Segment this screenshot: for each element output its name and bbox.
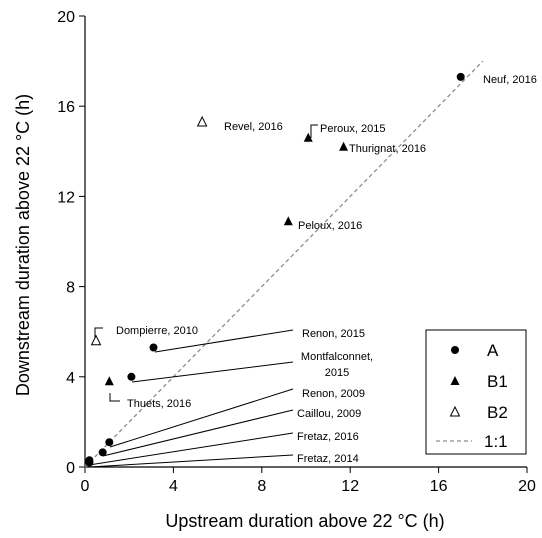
legend-marker-a <box>451 346 459 354</box>
y-tick-label: 12 <box>57 189 75 206</box>
data-label: Peloux, 2016 <box>298 220 362 232</box>
data-points <box>85 72 465 467</box>
label-leader-line <box>131 361 294 383</box>
data-label: Dompierre, 2010 <box>116 325 198 337</box>
reference-line-1-to-1 <box>84 60 484 468</box>
data-label: Fretaz, 2014 <box>297 453 359 465</box>
data-label: Peroux, 2015 <box>320 123 385 135</box>
label-leader-line <box>102 409 294 457</box>
legend: A B1 B2 1:1 <box>425 329 527 455</box>
plot-frame <box>84 16 527 468</box>
data-point-b2 <box>90 334 102 346</box>
data-label: Thuets, 2016 <box>127 398 191 410</box>
data-point-b1 <box>104 376 114 386</box>
label-leader-line <box>109 388 294 448</box>
data-point-a <box>98 448 107 457</box>
label-leader-line <box>310 124 318 138</box>
legend-marker-b2 <box>449 405 461 417</box>
data-point-b2 <box>196 115 208 127</box>
data-label: Fretaz, 2016 <box>297 431 359 443</box>
reference-line-group <box>84 60 484 468</box>
y-tick-label: 8 <box>66 280 75 297</box>
x-tick-label: 0 <box>81 478 90 495</box>
x-tick-label: 8 <box>257 478 266 495</box>
x-tick-label: 4 <box>169 478 178 495</box>
legend-box <box>425 329 527 455</box>
data-point-a <box>149 343 158 352</box>
data-label: Revel, 2016 <box>224 121 283 133</box>
legend-label: B2 <box>487 403 508 422</box>
data-point-a <box>85 458 94 467</box>
data-label-line: 2015 <box>325 367 349 379</box>
data-label: Montfalconnet, 2015 <box>301 351 373 379</box>
y-axis-title: Downstream duration above 22 °C (h) <box>13 94 33 396</box>
x-tick-label: 16 <box>430 478 448 495</box>
data-point-b1 <box>303 132 313 142</box>
data-point-a <box>105 438 114 447</box>
label-leader-lines <box>88 124 318 468</box>
legend-marker-b1 <box>450 376 460 385</box>
data-label: Renon, 2009 <box>302 388 365 400</box>
data-point-a <box>127 372 136 381</box>
data-point-b1 <box>339 141 349 151</box>
label-leader-line <box>154 329 294 353</box>
label-leader-line <box>109 393 120 402</box>
data-label: Caillou, 2009 <box>297 408 361 420</box>
legend-label: 1:1 <box>484 432 508 451</box>
x-tick-label: 20 <box>518 478 536 495</box>
data-label: Thurignat, 2016 <box>349 143 426 155</box>
x-tick-label: 12 <box>341 478 359 495</box>
legend-label: A <box>487 341 499 360</box>
point-labels: Neuf, 2016 Renon, 2015 Montfalconnet, 2015 R… <box>116 74 537 465</box>
axis-ticks: 0 4 8 12 16 20 0 4 8 12 16 20 <box>57 9 536 495</box>
label-leader-line <box>88 454 294 468</box>
data-label: Renon, 2015 <box>302 328 365 340</box>
y-tick-label: 20 <box>57 9 75 26</box>
label-leader-line <box>88 432 294 466</box>
y-tick-label: 16 <box>57 99 75 116</box>
label-leader-line <box>94 327 103 341</box>
data-point-a <box>456 72 465 81</box>
data-label-line: Montfalconnet, <box>301 351 373 363</box>
y-tick-label: 0 <box>66 460 75 477</box>
data-label: Neuf, 2016 <box>483 74 537 86</box>
x-axis-title: Upstream duration above 22 °C (h) <box>165 511 444 531</box>
legend-label: B1 <box>487 372 508 391</box>
data-point-b1 <box>283 216 293 226</box>
y-tick-label: 4 <box>66 370 75 387</box>
